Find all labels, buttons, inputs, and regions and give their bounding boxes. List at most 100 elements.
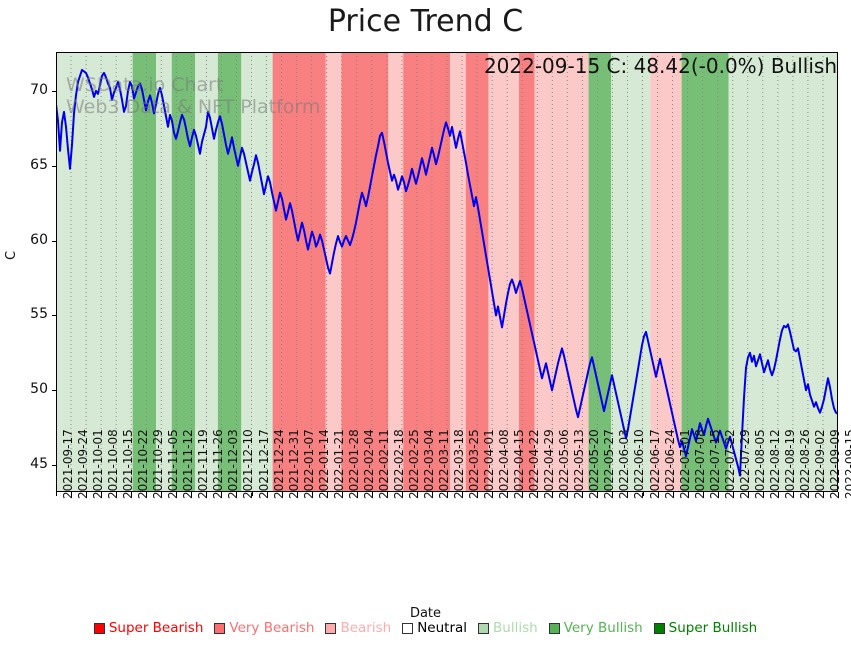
x-axis-tick-label: 2022-06-24 [662, 429, 677, 499]
sentiment-band [341, 52, 389, 492]
plot-svg [56, 52, 838, 492]
x-axis-tick-label: 2022-05-13 [572, 429, 587, 499]
x-axis-tick-mark [401, 492, 403, 496]
x-axis-tick-label: 2021-11-19 [196, 429, 211, 499]
x-axis-tick-label: 2022-07-15 [707, 429, 722, 499]
x-axis-tick-label: 2022-03-11 [436, 429, 451, 499]
x-axis-tick-mark [747, 492, 749, 496]
x-axis-tick-mark [507, 492, 509, 496]
x-axis-tick-label: 2022-09-09 [827, 429, 842, 499]
legend-item-label: Super Bearish [108, 620, 204, 636]
x-axis-tick-label: 2022-01-28 [346, 429, 361, 499]
x-axis-tick-mark [356, 492, 358, 496]
x-axis-tick-label: 2022-02-04 [361, 429, 376, 499]
y-axis-tick-mark [52, 240, 56, 242]
legend-swatch-icon [653, 622, 665, 634]
x-axis-tick-mark [838, 492, 839, 496]
x-axis-tick-label: 2022-07-08 [692, 429, 707, 499]
sentiment-band [681, 52, 729, 492]
x-axis-tick-label: 2021-12-24 [271, 429, 286, 499]
x-axis-tick-label: 2022-08-26 [797, 429, 812, 499]
x-axis-tick-mark [311, 492, 313, 496]
legend-item-label: Neutral [417, 620, 468, 636]
x-axis-tick-label: 2022-04-15 [512, 429, 527, 499]
legend-swatch-icon [325, 622, 337, 634]
x-axis-tick-mark [672, 492, 674, 496]
x-axis-tick-label: 2021-10-08 [106, 429, 121, 499]
x-axis-tick-label: 2022-05-06 [557, 429, 572, 499]
x-axis-tick-label: 2021-12-10 [241, 429, 256, 499]
sentiment-band [403, 52, 451, 492]
legend-swatch-icon [214, 622, 226, 634]
legend-swatch-icon [478, 622, 490, 634]
sentiment-band [217, 52, 242, 492]
x-axis-tick-label: 2022-08-12 [767, 429, 782, 499]
y-axis-tick-mark [52, 90, 56, 92]
legend-item[interactable]: Very Bearish [214, 620, 314, 636]
x-axis-tick-label: 2022-03-18 [452, 429, 466, 499]
x-axis-tick-label: 2022-01-21 [331, 429, 346, 499]
x-axis-tick-mark [386, 492, 388, 496]
sentiment-band [325, 52, 342, 492]
legend-item[interactable]: Super Bearish [93, 620, 204, 636]
x-axis-tick-mark [236, 492, 238, 496]
x-axis-tick-mark [146, 492, 148, 496]
x-axis-tick-label: 2022-06-10 [632, 429, 647, 499]
x-axis-label: Date [409, 606, 442, 621]
x-axis-tick-mark [807, 492, 809, 496]
x-axis-tick-label: 2021-09-24 [76, 429, 91, 499]
x-axis-tick-mark [116, 492, 118, 496]
x-axis-tick-mark [462, 492, 464, 496]
x-axis-tick-mark [792, 492, 794, 496]
sentiment-band [156, 52, 172, 492]
x-axis-tick-label: 2022-03-25 [467, 429, 482, 499]
sentiment-band [534, 52, 589, 492]
x-axis-tick-label: 2021-11-05 [166, 429, 181, 499]
y-axis-tick-label: 65 [30, 156, 48, 173]
x-axis-tick-mark [522, 492, 524, 496]
sentiment-band [388, 52, 404, 492]
sentiment-band [132, 52, 157, 492]
legend-item[interactable]: Neutral [402, 620, 467, 636]
x-axis-tick-mark [477, 492, 479, 496]
legend-item[interactable]: Super Bullish [653, 620, 758, 636]
price-line [56, 68, 838, 477]
x-axis-tick-label: 2022-02-11 [376, 429, 391, 499]
x-axis-tick-mark [567, 492, 569, 496]
legend-swatch-icon [402, 622, 414, 634]
y-axis-tick-mark [52, 165, 56, 167]
x-axis-tick-label: 2022-04-29 [542, 429, 557, 499]
x-axis-tick-label: 2021-10-29 [151, 429, 166, 499]
legend-item-label: Super Bullish [668, 620, 758, 636]
x-axis-tick-mark [326, 492, 328, 496]
legend: Super Bearish Very Bearish Bearish Neutral B… [0, 620, 851, 636]
sentiment-band [588, 52, 612, 492]
x-axis-tick-mark [416, 492, 418, 496]
sentiment-band [518, 52, 535, 492]
x-axis-tick-mark [56, 492, 57, 496]
x-axis-tick-mark [657, 492, 659, 496]
x-axis-tick-mark [777, 492, 779, 496]
gridline-layer [56, 52, 838, 492]
x-axis-tick-mark [221, 492, 223, 496]
legend-item[interactable]: Bearish [325, 620, 391, 636]
x-axis-tick-label: 2021-09-17 [61, 429, 75, 499]
x-axis-tick-mark [161, 492, 163, 496]
sentiment-band [650, 52, 682, 492]
x-axis-tick-label: 2022-04-22 [527, 429, 542, 499]
legend-item[interactable]: Very Bullish [548, 620, 643, 636]
y-axis-tick-label: 60 [30, 231, 48, 248]
x-axis-tick-label: 2022-07-29 [737, 429, 752, 499]
y-axis-tick-mark [52, 465, 56, 467]
y-axis-tick-mark [52, 315, 56, 317]
legend-item[interactable]: Bullish [478, 620, 538, 636]
x-axis-tick-label: 2021-11-26 [211, 429, 226, 499]
x-axis-tick-label: 2022-02-25 [406, 429, 421, 499]
page-title: Price Trend C [327, 4, 524, 39]
x-axis-tick-label: 2021-11-12 [181, 429, 196, 499]
sentiment-band [611, 52, 651, 492]
sentiment-band [728, 52, 838, 492]
